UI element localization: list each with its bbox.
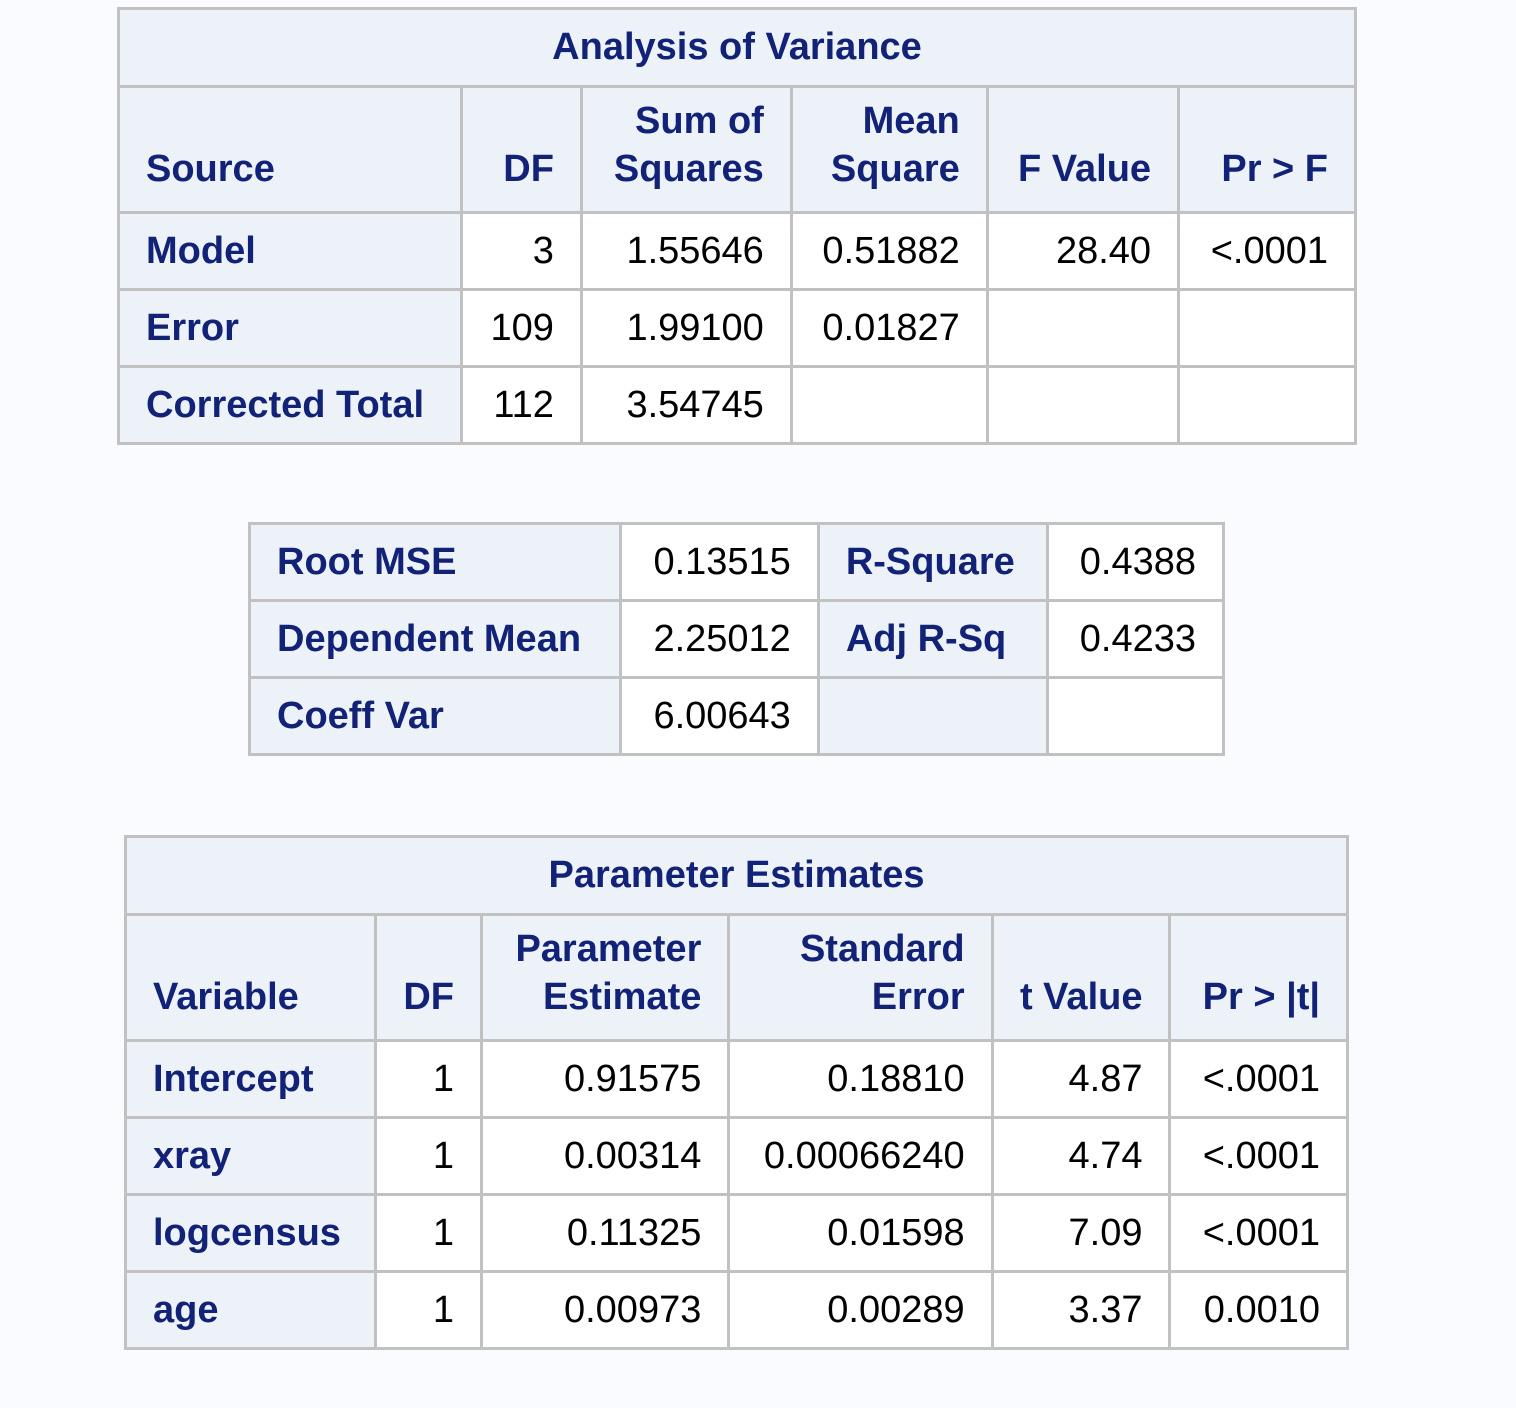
params-t-value: 4.74 [990,1116,1172,1196]
anova-row-model: Model 3 1.55646 0.51882 28.40 <.0001 [117,211,1357,291]
params-df: 1 [374,1116,483,1196]
params-header-p-value: Pr > |t| [1168,913,1349,1042]
anova-row-error: Error 109 1.99100 0.01827 [117,288,1357,368]
anova-source: Corrected Total [117,365,463,445]
params-std-error: 0.18810 [727,1039,994,1119]
fit-value: 6.00643 [618,676,820,756]
params-p-value: <.0001 [1168,1193,1349,1273]
anova-df: 109 [459,288,583,368]
params-t-value: 7.09 [990,1193,1172,1273]
anova-df: 3 [459,211,583,291]
params-estimate: 0.00973 [479,1270,731,1350]
fit-value: 2.25012 [618,599,820,679]
fit-statistics-table: Root MSE 0.13515 R-Square 0.4388 Depende… [248,522,1225,756]
anova-table: Analysis of Variance Source DF Sum of Squ… [117,7,1357,445]
params-estimate: 0.11325 [479,1193,731,1273]
fit-label [816,676,1050,756]
anova-p [1177,288,1357,368]
params-df: 1 [374,1039,483,1119]
fit-label: Adj R-Sq [816,599,1050,679]
params-std-error: 0.00289 [727,1270,994,1350]
params-p-value: <.0001 [1168,1116,1349,1196]
params-df: 1 [374,1270,483,1350]
params-row-logcensus: logcensus 1 0.11325 0.01598 7.09 <.0001 [123,1193,1349,1273]
fit-label: Root MSE [248,522,622,602]
params-t-value: 3.37 [990,1270,1172,1350]
fit-row: Coeff Var 6.00643 [248,676,1225,756]
params-variable: logcensus [123,1193,378,1273]
anova-header-source: Source [117,85,463,214]
params-std-error: 0.01598 [727,1193,994,1273]
anova-ms: 0.51882 [789,211,989,291]
params-row-intercept: Intercept 1 0.91575 0.18810 4.87 <.0001 [123,1039,1349,1119]
anova-title: Analysis of Variance [117,7,1357,88]
fit-label: R-Square [816,522,1050,602]
anova-ss: 1.99100 [579,288,793,368]
anova-header-df: DF [459,85,583,214]
params-row-xray: xray 1 0.00314 0.00066240 4.74 <.0001 [123,1116,1349,1196]
params-variable: Intercept [123,1039,378,1119]
anova-ss: 3.54745 [579,365,793,445]
params-header-df: DF [374,913,483,1042]
anova-ms: 0.01827 [789,288,989,368]
fit-value: 0.4233 [1046,599,1225,679]
params-header-estimate: Parameter Estimate [479,913,731,1042]
anova-f [985,365,1181,445]
params-p-value: <.0001 [1168,1039,1349,1119]
fit-label: Coeff Var [248,676,622,756]
anova-f [985,288,1181,368]
params-variable: xray [123,1116,378,1196]
anova-header-p-value: Pr > F [1177,85,1357,214]
params-df: 1 [374,1193,483,1273]
anova-source: Model [117,211,463,291]
params-t-value: 4.87 [990,1039,1172,1119]
anova-ms [789,365,989,445]
anova-df: 112 [459,365,583,445]
anova-source: Error [117,288,463,368]
params-header-t-value: t Value [990,913,1172,1042]
anova-header-mean-square: Mean Square [789,85,989,214]
anova-ss: 1.55646 [579,211,793,291]
params-row-age: age 1 0.00973 0.00289 3.37 0.0010 [123,1270,1349,1350]
parameter-estimates-table: Parameter Estimates Variable DF Paramete… [123,835,1349,1350]
anova-row-corrected-total: Corrected Total 112 3.54745 [117,365,1357,445]
params-estimate: 0.00314 [479,1116,731,1196]
anova-f: 28.40 [985,211,1181,291]
params-std-error: 0.00066240 [727,1116,994,1196]
params-header-variable: Variable [123,913,378,1042]
fit-value: 0.4388 [1046,522,1225,602]
fit-value [1046,676,1225,756]
anova-header-f-value: F Value [985,85,1181,214]
params-header-std-error: Standard Error [727,913,994,1042]
params-variable: age [123,1270,378,1350]
fit-row: Root MSE 0.13515 R-Square 0.4388 [248,522,1225,602]
anova-p [1177,365,1357,445]
params-p-value: 0.0010 [1168,1270,1349,1350]
fit-value: 0.13515 [618,522,820,602]
fit-row: Dependent Mean 2.25012 Adj R-Sq 0.4233 [248,599,1225,679]
anova-header-sum-of-squares: Sum of Squares [579,85,793,214]
params-title: Parameter Estimates [124,835,1349,916]
params-estimate: 0.91575 [479,1039,731,1119]
anova-p: <.0001 [1177,211,1357,291]
fit-label: Dependent Mean [248,599,622,679]
